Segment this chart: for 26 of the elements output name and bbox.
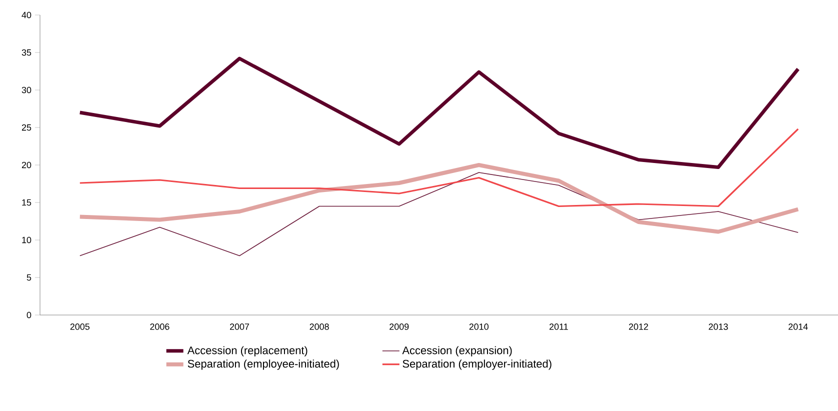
line-series [78, 163, 800, 234]
x-tick-label: 2006 [150, 324, 170, 330]
line-series [80, 172, 799, 256]
x-tick-label: 2009 [390, 324, 409, 330]
x-tick-label: 2007 [230, 324, 250, 330]
y-tick-label: 35 [22, 49, 32, 56]
legend-label: Separation (employee-initiated) [188, 360, 339, 370]
y-tick-label: 5 [26, 274, 32, 281]
legend-label: Accession (replacement) [187, 346, 308, 356]
y-tick-label: 30 [22, 86, 32, 94]
x-tick-label: 2005 [70, 324, 90, 330]
x-tick-label: 2013 [708, 324, 728, 330]
line-series [79, 128, 799, 208]
x-tick-label: 2012 [628, 324, 648, 330]
x-tick-label: 2010 [469, 324, 489, 330]
y-tick-label: 0 [26, 312, 32, 318]
y-tick-label: 10 [22, 236, 32, 244]
legend-label: Separation (employer-initiated) [402, 360, 552, 370]
y-tick-label: 15 [22, 199, 32, 206]
legend-label: Accession (expansion) [402, 346, 512, 356]
x-tick-label: 2011 [550, 324, 568, 330]
x-tick-label: 2008 [310, 324, 329, 330]
x-tick-label: 2014 [788, 324, 808, 330]
y-tick-label: 40 [22, 12, 32, 18]
y-tick-label: 25 [22, 124, 32, 131]
y-tick-label: 20 [22, 162, 32, 168]
